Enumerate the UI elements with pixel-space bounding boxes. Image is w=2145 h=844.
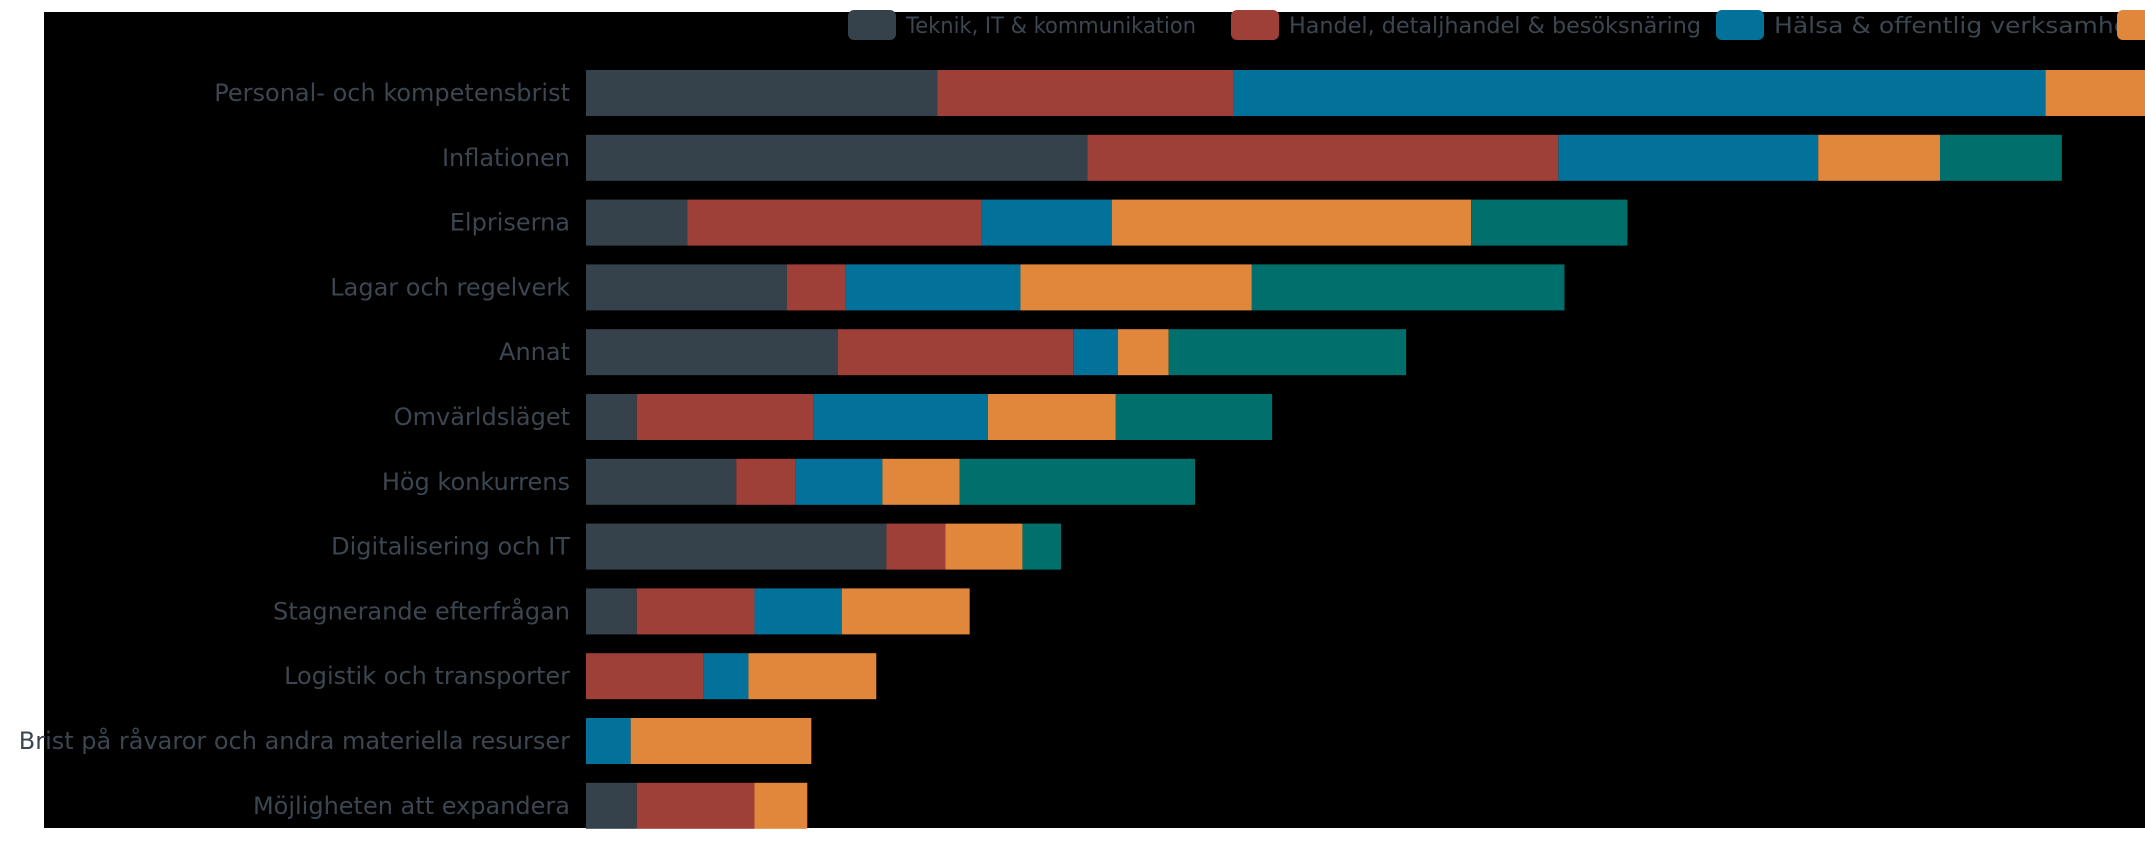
category-label-lagar-och-regelverk: Lagar och regelverk [330, 273, 570, 301]
bar-segment-annat-series-1 [586, 329, 838, 376]
category-label-stagnerande-efterfragan: Stagnerande efterfrågan [273, 596, 570, 625]
bar-segment-omvarldslaget-series-2 [636, 394, 814, 440]
category-label-mojligheten-att-expandera: Möjligheten att expandera [253, 792, 570, 820]
bar-segment-stagnerande-efterfragan-series-3 [754, 588, 842, 635]
bar-segment-elpriserna-series-5 [1471, 199, 1628, 246]
bar-segment-hog-konkurrens-series-5 [959, 458, 1195, 505]
legend-swatch-3 [1716, 10, 1764, 40]
bar-segment-elpriserna-series-3 [981, 199, 1112, 246]
bar-segment-digitalisering-och-it-series-5 [1022, 523, 1062, 570]
category-label-personal-och-kompetensbrist: Personal- och kompetensbrist [214, 79, 570, 107]
bar-segment-lagar-och-regelverk-series-5 [1251, 264, 1565, 311]
bar-segment-mojligheten-att-expandera-series-2 [636, 782, 755, 829]
bar-segment-annat-series-2 [837, 329, 1074, 376]
bar-segment-inflationen-series-4 [1818, 134, 1941, 181]
legend-swatch-1 [848, 10, 896, 40]
bar-segment-omvarldslaget-series-5 [1115, 394, 1273, 440]
bar-segment-omvarldslaget-series-3 [813, 394, 988, 440]
category-label-elpriserna: Elpriserna [450, 209, 570, 237]
bar-segment-omvarldslaget-series-1 [586, 394, 637, 440]
legend-label-2: Handel, detaljhandel & besöksnäring [1289, 14, 1701, 39]
category-label-brist-pa-ravaror-och-andra-materiella-resurser: Brist på råvaror och andra materiella re… [19, 726, 570, 755]
bar-segment-inflationen-series-2 [1087, 134, 1559, 181]
bar-segment-logistik-och-transporter-series-4 [748, 653, 877, 700]
bar-segment-personal-och-kompetensbrist-series-2 [937, 70, 1234, 116]
legend-swatch-4 [2117, 10, 2145, 40]
bar-segment-logistik-och-transporter-series-3 [703, 653, 749, 700]
bar-segment-annat-series-5 [1168, 329, 1407, 376]
bar-segment-brist-pa-ravaror-och-andra-materiella-resurser-series-3 [586, 718, 631, 764]
bar-segment-elpriserna-series-2 [687, 199, 982, 246]
bar-segment-inflationen-series-5 [1940, 134, 2062, 181]
bar-segment-lagar-och-regelverk-series-4 [1020, 264, 1252, 311]
bar-segment-hog-konkurrens-series-2 [736, 458, 796, 505]
bar-segment-elpriserna-series-4 [1111, 199, 1472, 246]
bar-segment-mojligheten-att-expandera-series-4 [754, 782, 808, 829]
bar-segment-elpriserna-series-1 [586, 199, 688, 246]
bar-segment-annat-series-4 [1117, 329, 1169, 376]
bar-segment-annat-series-3 [1073, 329, 1118, 376]
bars [586, 70, 2145, 829]
bar-segment-lagar-och-regelverk-series-1 [586, 264, 787, 311]
bar-segment-personal-och-kompetensbrist-series-1 [586, 70, 938, 116]
category-label-hog-konkurrens: Hög konkurrens [382, 468, 570, 496]
bar-segment-lagar-och-regelverk-series-2 [786, 264, 846, 311]
category-label-inflationen: Inflationen [442, 144, 570, 172]
legend-label-3: Hälsa & offentlig verksamhet [1774, 14, 2139, 39]
bar-segment-hog-konkurrens-series-4 [882, 458, 960, 505]
bar-segment-personal-och-kompetensbrist-series-3 [1233, 70, 2046, 116]
category-label-omvarldslaget: Omvärldsläget [394, 403, 570, 431]
bar-segment-inflationen-series-1 [586, 134, 1088, 181]
legend-swatch-2 [1231, 10, 1279, 40]
bar-segment-logistik-och-transporter-series-2 [586, 653, 704, 700]
category-label-digitalisering-och-it: Digitalisering och IT [331, 533, 570, 561]
category-label-annat: Annat [499, 338, 570, 366]
bar-segment-hog-konkurrens-series-1 [586, 458, 737, 505]
bar-segment-digitalisering-och-it-series-2 [886, 523, 946, 570]
bar-segment-lagar-och-regelverk-series-3 [845, 264, 1021, 311]
bar-segment-stagnerande-efterfragan-series-1 [586, 588, 637, 635]
bar-segment-personal-och-kompetensbrist-series-4 [2045, 70, 2145, 116]
bar-segment-omvarldslaget-series-4 [987, 394, 1116, 440]
bar-segment-digitalisering-och-it-series-1 [586, 523, 887, 570]
bar-segment-stagnerande-efterfragan-series-4 [841, 588, 970, 635]
bar-segment-inflationen-series-3 [1558, 134, 1819, 181]
bar-segment-mojligheten-att-expandera-series-1 [586, 782, 637, 829]
bar-segment-brist-pa-ravaror-och-andra-materiella-resurser-series-4 [630, 718, 812, 764]
legend: Teknik, IT & kommunikation Handel, detalj… [848, 10, 2145, 40]
bar-segment-stagnerande-efterfragan-series-2 [636, 588, 755, 635]
category-label-logistik-och-transporter: Logistik och transporter [284, 662, 570, 690]
category-labels: Personal- och kompetensbrist Inflationen E… [19, 79, 571, 820]
bar-segment-digitalisering-och-it-series-4 [945, 523, 1023, 570]
bar-segment-hog-konkurrens-series-3 [795, 458, 883, 505]
legend-label-1: Teknik, IT & kommunikation [905, 14, 1196, 39]
